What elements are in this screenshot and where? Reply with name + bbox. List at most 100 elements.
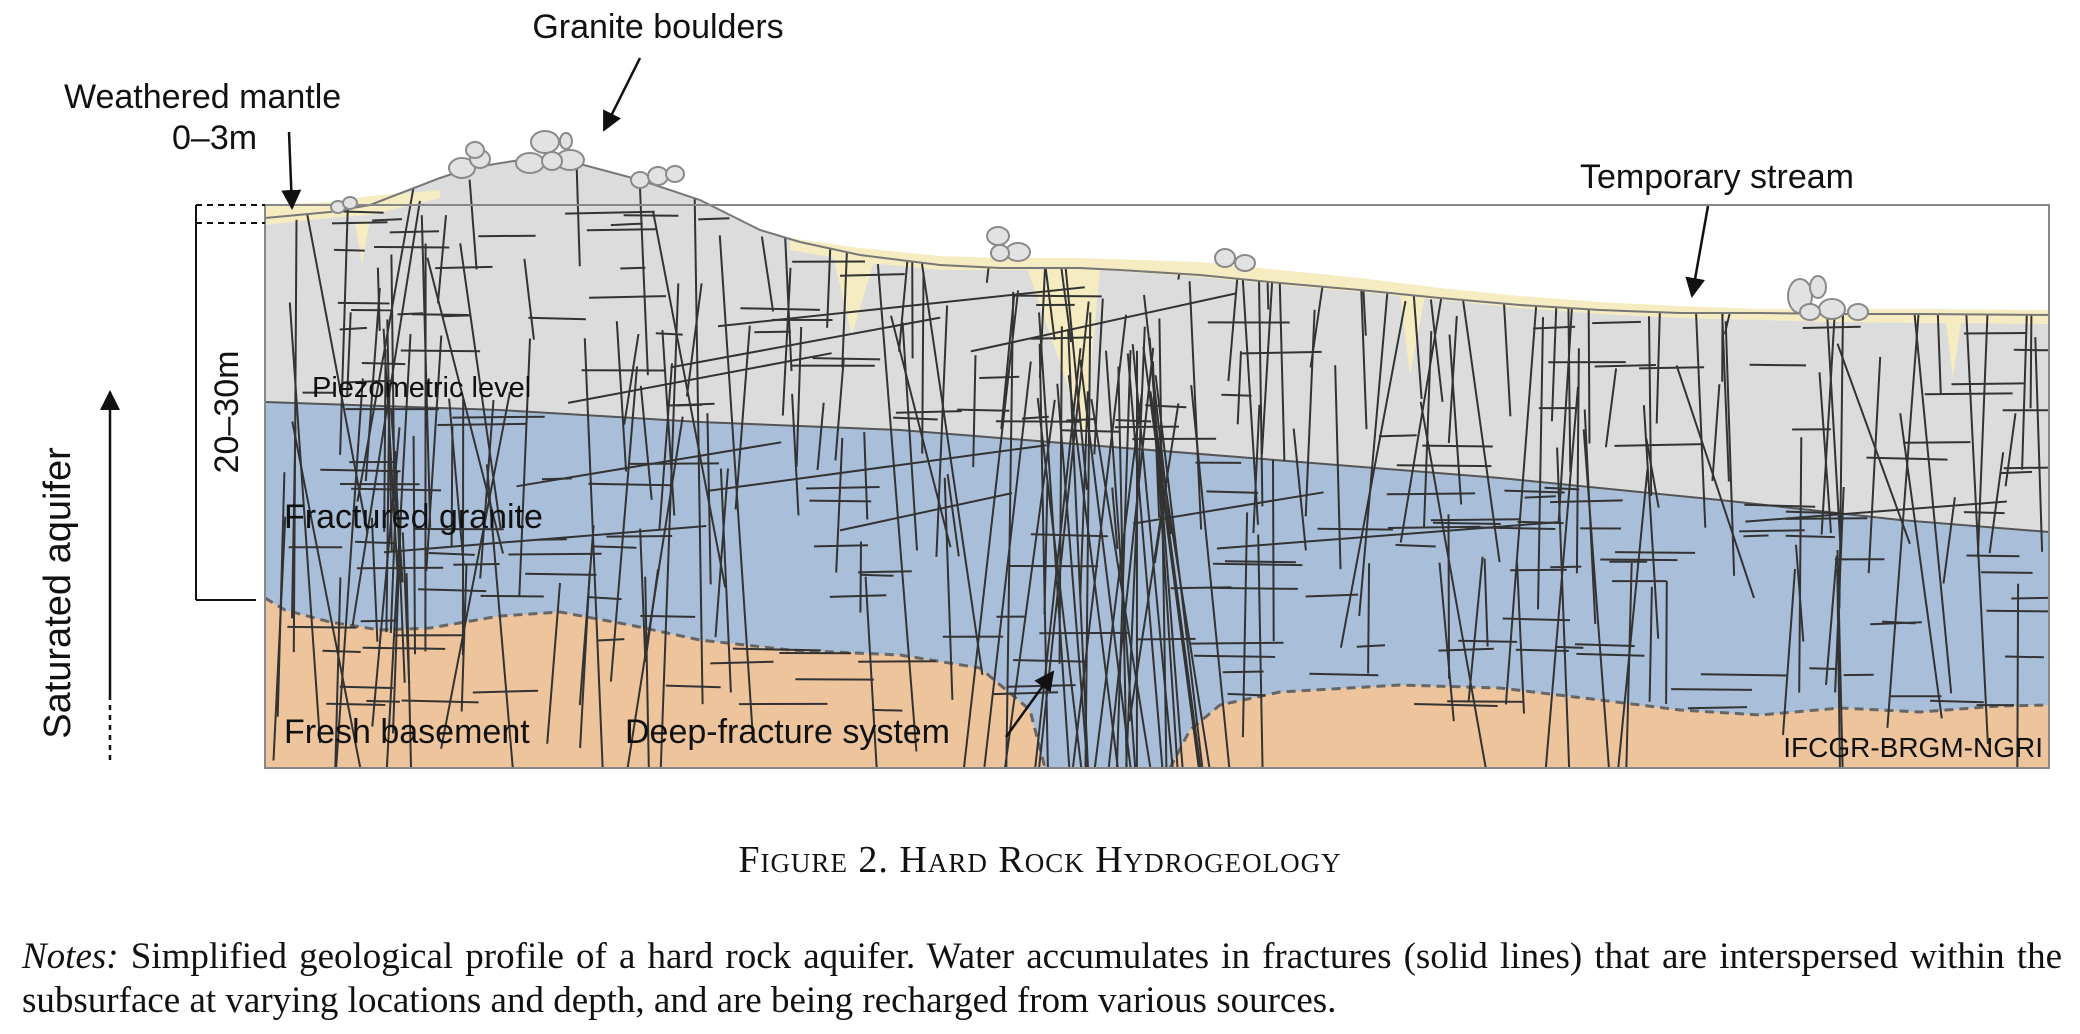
fracture-line (1671, 688, 1753, 691)
fracture-line (1447, 700, 1525, 703)
fracture-line (334, 378, 364, 768)
fracture-line (546, 582, 561, 744)
fracture-line (795, 326, 803, 467)
fracture-line (1084, 312, 1092, 768)
fracture-line (959, 290, 1020, 768)
fracture-line (609, 366, 638, 682)
basement-boundary (1168, 683, 2050, 769)
fracture-line (1802, 325, 1861, 329)
fracture-line (1828, 258, 1872, 262)
fracture-line (1252, 404, 1261, 534)
fracture-line (1193, 654, 1276, 658)
fracture-line (1961, 243, 1989, 744)
fracture-line (1115, 350, 1132, 768)
fracture-line (460, 563, 468, 712)
fracture-line (565, 210, 655, 215)
fracture-line (1694, 287, 1707, 528)
fracture-line (1227, 692, 1266, 697)
fracture-line (829, 594, 887, 598)
fracture-line (1067, 375, 1119, 768)
fracture-line (1216, 521, 1559, 550)
weathered-mantle-layer (1945, 314, 1962, 378)
fracture-line (1356, 644, 1386, 648)
fracture-line (895, 191, 951, 195)
fracture-line (1419, 401, 1498, 768)
fracture-line (1305, 593, 1359, 598)
fracture-line (860, 573, 894, 577)
fracture-line (2003, 466, 2049, 470)
fracture-line (1582, 429, 1616, 768)
fracture-line (1395, 543, 1436, 548)
label-arrows (281, 57, 1710, 738)
fracture-line (1056, 383, 1089, 768)
fracture-line (1142, 346, 1200, 768)
fracture-line (1224, 560, 1296, 564)
weathered-mantle-layer (355, 220, 370, 265)
fracture-line (371, 427, 401, 727)
fracture-line (1986, 609, 2049, 613)
fracture-line (876, 264, 918, 752)
deep-fracture-system-label: Deep-fracture system (625, 713, 950, 751)
fracture-line (1625, 221, 1635, 287)
fracture-line (1447, 514, 1450, 679)
fracture-line (437, 422, 528, 426)
weathered-mantle-depth-label: 0–3m (172, 119, 257, 157)
fracture-line (593, 545, 637, 549)
fracture-line (1903, 441, 1971, 444)
fracture-line (1556, 447, 1576, 768)
fracture-line (816, 402, 825, 471)
fracture-line (1743, 534, 1769, 538)
fracture-line (1648, 586, 1653, 702)
fracture-line (1190, 385, 1237, 768)
fracture-line (859, 541, 862, 613)
fracture-line (1899, 413, 1943, 719)
fracture-line (1432, 521, 1501, 525)
fracture-line (1150, 398, 1202, 768)
depth-range-label: 20–30m (208, 351, 246, 474)
fracture-line (1998, 250, 2039, 254)
fracture-line (1309, 672, 1379, 677)
fracture-line (332, 577, 342, 768)
fracture-line (783, 225, 793, 372)
fracture-line (401, 699, 479, 704)
fracture-line (1107, 347, 1155, 768)
profile-frame (264, 204, 2050, 769)
fracture-line (1414, 703, 1498, 707)
fracture-line (717, 286, 1085, 328)
fracture-line (623, 214, 679, 217)
fracture-line (935, 305, 949, 557)
fracture-line (1278, 259, 1286, 462)
fracture-line (589, 295, 667, 299)
fracture-line (655, 332, 683, 336)
fracture-line (781, 267, 792, 416)
fractured-granite-label: Fractured granite (284, 498, 543, 536)
fracture-line (1665, 581, 1668, 705)
fracture-line (1137, 160, 1192, 163)
fracture-line (428, 552, 475, 556)
fracture-line (1645, 438, 1660, 508)
fresh-basement-label: Fresh basement (284, 713, 530, 751)
fracture-line (1782, 568, 1796, 736)
fracture-line (372, 218, 403, 222)
fracture-line (639, 528, 647, 662)
fracture-line (1396, 464, 1492, 468)
fracture-line (1983, 233, 2026, 238)
fracture-line (1951, 382, 2024, 386)
fracture-line (1576, 652, 1645, 657)
fracture-line (1521, 167, 1571, 171)
fracture-line (1004, 399, 1056, 768)
fracture-line (1818, 372, 1832, 534)
fracture-line (1111, 487, 1119, 550)
fracture-line (1212, 586, 1298, 590)
fracture-line (440, 391, 511, 749)
fracture-line (588, 596, 622, 601)
fracture-line (734, 325, 751, 510)
fracture-line (1105, 350, 1137, 768)
fracture-line (669, 402, 715, 407)
fracture-line (405, 573, 413, 768)
fracture-line (1745, 500, 2007, 523)
fracture-line (1447, 315, 1458, 444)
fracture-line (1038, 312, 1071, 768)
fracture-line (1304, 309, 1316, 517)
fracture-line (979, 375, 1020, 379)
